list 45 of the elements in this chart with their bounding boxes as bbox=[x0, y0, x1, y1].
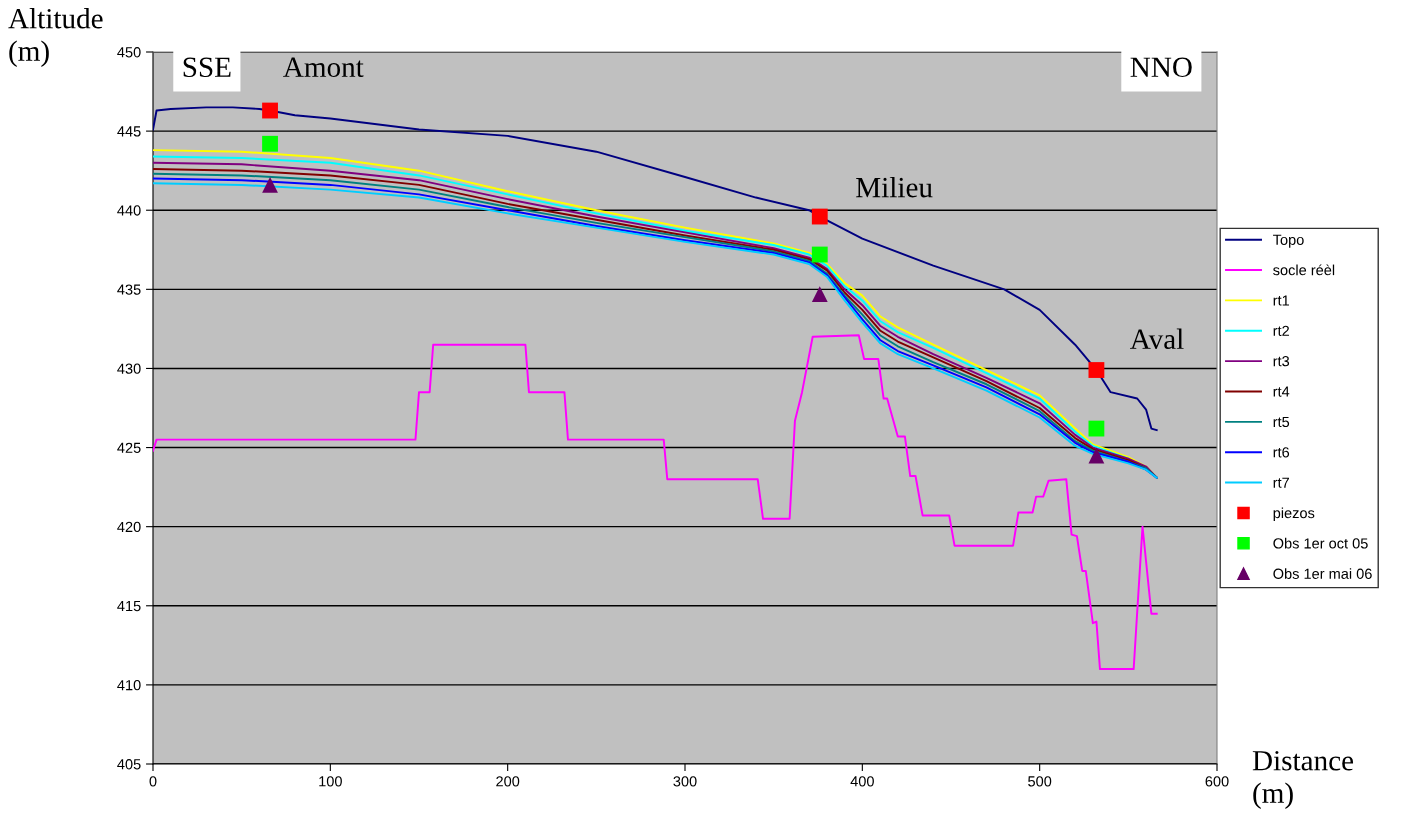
y-tick-label: 425 bbox=[117, 442, 141, 453]
annotation: Amont bbox=[283, 57, 364, 78]
point bbox=[811, 286, 828, 302]
legend-label: piezos bbox=[1273, 507, 1315, 522]
point bbox=[262, 102, 278, 119]
x-tick-label: 0 bbox=[149, 776, 157, 787]
x-tick-label: 600 bbox=[1205, 776, 1229, 787]
legend-label: rt3 bbox=[1273, 356, 1290, 367]
legend-label: rt6 bbox=[1273, 447, 1290, 458]
point bbox=[262, 176, 278, 193]
x-tick-label: 300 bbox=[673, 776, 697, 787]
y-tick-label: 445 bbox=[117, 126, 141, 137]
y-tick-label: 415 bbox=[117, 601, 141, 612]
legend-label: rt2 bbox=[1273, 325, 1289, 336]
y-axis-title: Altitude (m) bbox=[8, 8, 103, 67]
point bbox=[1088, 420, 1105, 437]
x-tick-label: 200 bbox=[496, 776, 520, 787]
y-tick-label: 410 bbox=[117, 679, 141, 691]
annotation: Aval bbox=[1130, 328, 1184, 350]
y-tick-label: 430 bbox=[117, 363, 141, 374]
legend-label: rt5 bbox=[1273, 416, 1290, 428]
legend-label: socle réèl bbox=[1273, 264, 1335, 276]
legend-label: Topo bbox=[1273, 234, 1304, 248]
annotation: SSE bbox=[183, 57, 231, 78]
y-tick-label: 420 bbox=[117, 521, 141, 533]
legend-label: Obs 1er oct 05 bbox=[1273, 537, 1368, 549]
point bbox=[811, 208, 828, 225]
x-tick-label: 400 bbox=[850, 776, 874, 787]
y-tick-label: 405 bbox=[117, 759, 141, 770]
y-tick-label: 435 bbox=[117, 284, 141, 295]
point bbox=[811, 246, 828, 263]
point bbox=[1088, 362, 1105, 378]
legend-label: rt7 bbox=[1273, 477, 1289, 488]
legend-label: rt1 bbox=[1273, 295, 1289, 306]
legend-label: Obs 1er mai 06 bbox=[1273, 568, 1372, 579]
annotation: NNO bbox=[1130, 57, 1192, 78]
legend-label: rt4 bbox=[1273, 386, 1290, 397]
x-tick-label: 500 bbox=[1028, 776, 1052, 787]
x-tick-label: 100 bbox=[319, 776, 342, 787]
x-axis-title: Distance (m) bbox=[1252, 750, 1354, 809]
annotation: Milieu bbox=[856, 176, 933, 198]
point bbox=[262, 135, 278, 152]
y-tick-label: 440 bbox=[117, 205, 141, 216]
y-tick-label: 450 bbox=[117, 47, 141, 58]
point bbox=[1088, 447, 1105, 464]
